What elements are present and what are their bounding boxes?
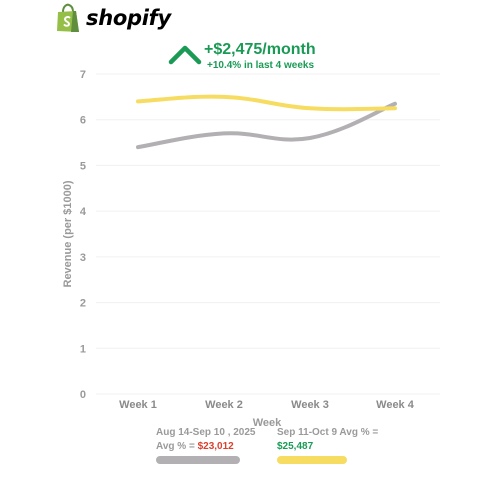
x-axis-label: Week [253,417,282,429]
y-tick-label: 0 [80,389,86,401]
shopping-bag-icon [57,3,79,32]
x-tick-label: Week 2 [205,399,243,411]
monthly-increase: +$2,475/month [204,41,316,58]
series-line-previous-period [136,101,397,150]
legend-current-value: $25,487 [277,441,314,452]
y-tick-label: 5 [80,160,86,172]
series-line-current-period [136,94,397,112]
y-tick-label: 7 [80,69,86,81]
legend-previous-value: $23,012 [197,441,234,452]
legend-previous-period: Aug 14-Sep 10 , 2025 Avg % = $23,012 [156,426,256,454]
y-tick-label: 3 [80,252,86,264]
shopify-logo: shopify [56,2,171,34]
legend-previous-prefix: Avg % = [156,441,198,452]
y-tick-label: 6 [80,115,86,127]
legend-current-swatch [277,456,347,464]
percent-increase: +10.4% in last 4 weeks [207,60,315,71]
y-tick-label: 1 [80,343,86,355]
y-tick-label: 4 [80,206,87,218]
x-tick-label: Week 1 [119,399,157,411]
legend-current-dates: Sep 11-Oct 9 Avg % = [277,427,379,438]
legend-previous-swatch [156,456,240,464]
brand-name: shopify [86,6,171,30]
legend-current-period: Sep 11-Oct 9 Avg % = $25,487 [277,426,378,454]
revenue-headline: +$2,475/month +10.4% in last 4 weeks [168,40,316,72]
y-axis-label: Revenue (per $1000) [62,180,74,287]
y-tick-label: 2 [80,298,86,310]
chevron-up-icon [168,45,202,65]
x-tick-label: Week 4 [376,399,415,411]
legend-previous-dates: Aug 14-Sep 10 , 2025 [156,427,256,438]
x-tick-label: Week 3 [291,399,329,411]
